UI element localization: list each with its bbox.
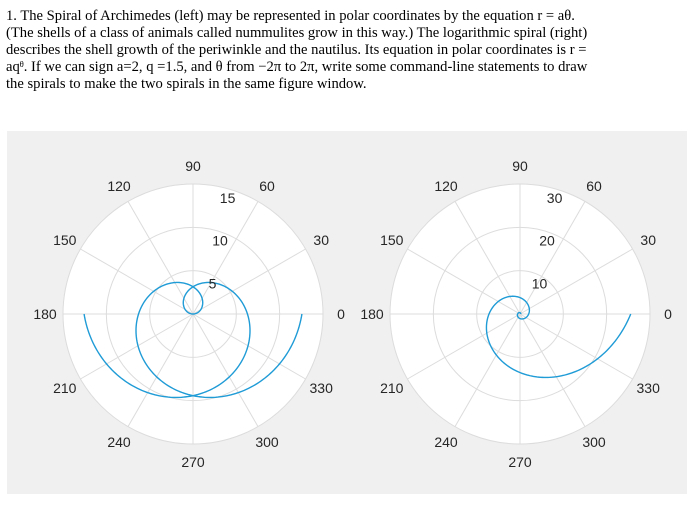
radial-gridline [192,248,306,315]
problem-line: 1. The Spiral of Archimedes (left) may b… [6,8,575,24]
radial-gridline [407,248,521,315]
theta-tick-label: 150 [53,232,77,248]
theta-tick-label: 210 [380,380,404,396]
radial-gridline [519,248,633,315]
problem-statement: 1. The Spiral of Archimedes (left) may b… [6,8,686,93]
theta-tick-label: 300 [582,434,606,450]
theta-tick-label: 300 [255,434,279,450]
radius-tick-label: 10 [532,275,548,291]
radius-gridline [62,183,324,445]
theta-tick-label: 240 [107,434,131,450]
theta-tick-label: 330 [637,380,661,396]
theta-tick-label: 90 [512,158,528,174]
radial-gridline [127,313,194,427]
radius-gridline [432,226,608,402]
radial-gridline [519,201,586,315]
radial-gridline [454,201,521,315]
theta-tick-label: 30 [640,232,656,248]
theta-tick-label: 270 [181,454,205,470]
problem-line: describes the shell growth of the periwi… [6,42,587,58]
radius-tick-label: 10 [212,233,228,249]
radial-gridline [192,313,259,427]
radius-gridline [389,183,651,445]
theta-tick-label: 60 [259,178,275,194]
polar-plots: 0306090120150180210240270300330510150306… [33,158,672,470]
radius-gridline [476,270,564,358]
radial-gridline [80,248,194,315]
problem-line: the spirals to make the two spirals in t… [6,76,367,92]
radial-gridline [519,313,633,380]
theta-tick-label: 0 [664,306,672,322]
problem-line: aqᶿ. If we can sign a=2, q =1.5, and θ f… [6,59,588,75]
theta-tick-label: 0 [337,306,345,322]
theta-tick-label: 270 [508,454,532,470]
spiral-line [83,281,303,399]
radial-gridline [519,313,586,427]
theta-tick-label: 120 [107,178,131,194]
radial-gridline [192,201,259,315]
radius-tick-label: 15 [220,190,236,206]
theta-tick-label: 90 [185,158,201,174]
theta-tick-label: 60 [586,178,602,194]
radius-tick-label: 5 [209,275,217,291]
theta-tick-label: 330 [310,380,334,396]
radius-tick-label: 30 [547,190,563,206]
radius-tick-label: 20 [539,233,555,249]
figure-window: 0 30 60 90 120 150 180 210 240 270 300 330 5 10 15 0 30 6… [7,131,687,494]
radius-gridline [149,270,237,358]
problem-line: (The shells of a class of animals called… [6,25,588,41]
theta-tick-label: 210 [53,380,77,396]
theta-tick-label: 120 [434,178,458,194]
radial-gridline [192,313,306,380]
theta-tick-label: 180 [33,306,57,322]
theta-tick-label: 30 [313,232,329,248]
radial-gridline [454,313,521,427]
theta-tick-label: 240 [434,434,458,450]
radius-gridline [105,226,281,402]
radial-gridline [127,201,194,315]
theta-tick-label: 180 [360,306,384,322]
radial-gridline [80,313,194,380]
theta-tick-label: 150 [380,232,404,248]
spiral-line [485,295,632,379]
radial-gridline [407,313,521,380]
